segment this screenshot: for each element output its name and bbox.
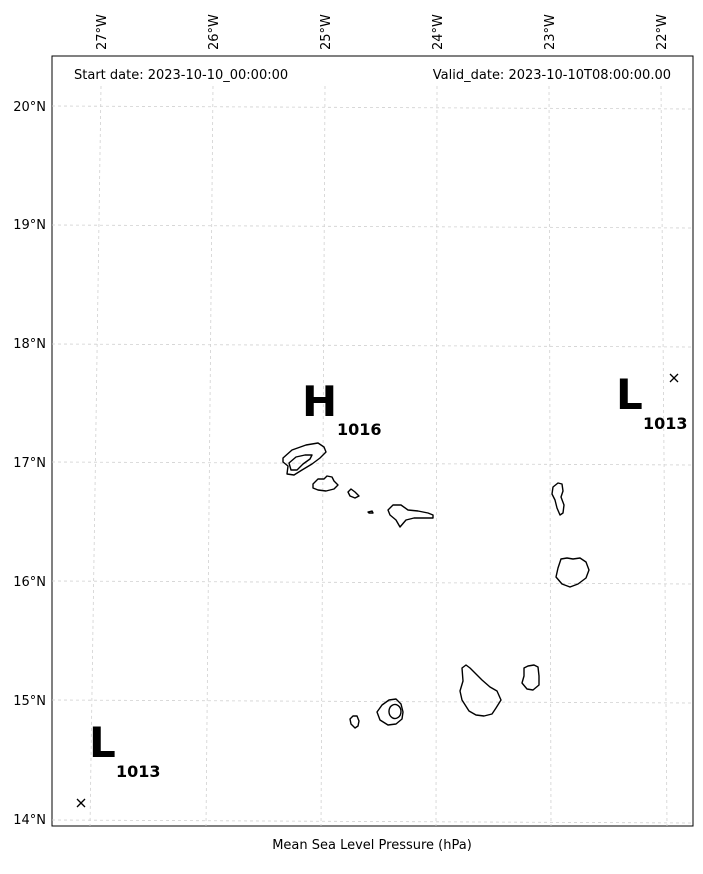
- high-center-value: 1016: [337, 420, 382, 439]
- lon-label-23w: 23°W: [543, 14, 558, 50]
- island-santiago: [459, 664, 502, 717]
- lon-label-26w: 26°W: [207, 14, 222, 50]
- coastlines: [282, 442, 590, 729]
- parallel-16n: [51, 580, 694, 585]
- parallel-20n: [51, 105, 694, 110]
- lon-label-24w: 24°W: [431, 14, 446, 50]
- island-fogo: [376, 698, 404, 726]
- lat-label-15n: 15°N: [13, 694, 46, 709]
- lon-label-27w: 27°W: [95, 14, 110, 50]
- island-santa-luzia: [347, 488, 360, 499]
- island-boa-vista: [555, 557, 590, 588]
- lat-label-18n: 18°N: [13, 337, 46, 352]
- x-axis-label: Mean Sea Level Pressure (hPa): [272, 838, 472, 853]
- longitude-labels: 27°W 26°W 25°W 24°W 23°W 22°W: [95, 14, 670, 50]
- island-branco: [367, 510, 374, 514]
- contour-santo-antao: [288, 454, 313, 471]
- low-center-marker-ne: [669, 373, 679, 383]
- low-center-value-ne: 1013: [643, 414, 688, 433]
- parallel-19n: [51, 224, 694, 229]
- island-sao-vicente: [312, 475, 339, 492]
- pressure-markers: [76, 373, 679, 808]
- valid-date-label: Valid_date: 2023-10-10T08:00:00.00: [433, 68, 671, 83]
- map-frame: [51, 55, 694, 827]
- lon-label-22w: 22°W: [655, 14, 670, 50]
- low-center-marker-sw: [76, 798, 86, 808]
- lat-label-17n: 17°N: [13, 456, 46, 471]
- latitude-labels: 20°N 19°N 18°N 17°N 16°N 15°N 14°N: [13, 100, 46, 828]
- lat-label-19n: 19°N: [13, 218, 46, 233]
- graticule: [51, 85, 694, 827]
- island-maio: [521, 664, 540, 691]
- island-santo-antao: [282, 442, 327, 476]
- island-sao-nicolau: [387, 504, 434, 528]
- lat-label-20n: 20°N: [13, 100, 46, 115]
- start-date-label: Start date: 2023-10-10_00:00:00: [74, 68, 288, 83]
- island-brava: [349, 715, 360, 729]
- low-center-letter-sw: L: [89, 718, 116, 767]
- lat-label-16n: 16°N: [13, 575, 46, 590]
- low-center-letter-ne: L: [616, 370, 643, 419]
- low-center-value-sw: 1013: [116, 762, 161, 781]
- contour-fogo: [388, 703, 402, 720]
- lon-label-25w: 25°W: [319, 14, 334, 50]
- parallel-15n: [51, 699, 694, 704]
- island-sal: [551, 482, 565, 516]
- parallel-18n: [51, 343, 694, 348]
- high-center-letter: H: [302, 377, 337, 426]
- parallel-14n: [51, 819, 694, 824]
- parallel-17n: [51, 461, 694, 466]
- lat-label-14n: 14°N: [13, 813, 46, 828]
